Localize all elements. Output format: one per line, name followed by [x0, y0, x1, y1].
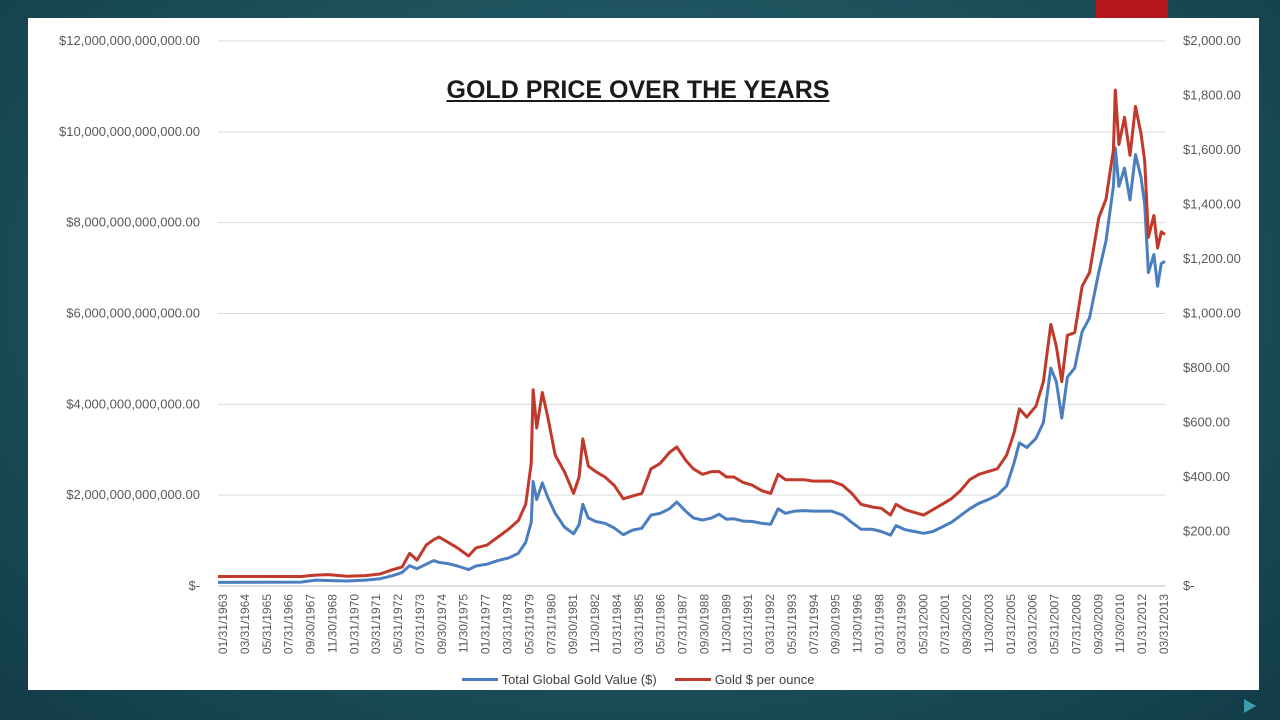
x-axis-tick-label: 07/31/1987 [676, 594, 690, 654]
slide-accent-bar [1096, 0, 1168, 18]
chart-panel: $- $2,000,000,000,000.00 $4,000,000,000,00… [28, 18, 1259, 690]
x-axis-tick-label: 03/31/1971 [369, 594, 383, 654]
left-axis-tick-label: $12,000,000,000,000.00 [59, 33, 200, 48]
x-axis-tick-label: 01/31/1963 [216, 594, 230, 654]
x-axis-tick-label: 09/30/1981 [566, 594, 580, 654]
right-axis-tick-label: $1,400.00 [1183, 197, 1241, 212]
right-axis-tick-label: $- [1183, 578, 1195, 593]
x-axis-tick-label: 01/31/1998 [873, 594, 887, 654]
series-line-total-value [217, 146, 1166, 584]
x-axis-tick-label: 07/31/2001 [938, 594, 952, 654]
x-axis-tick-label: 01/31/2012 [1135, 594, 1149, 654]
left-axis-tick-label: $- [188, 578, 200, 593]
legend-item-total-value: Total Global Gold Value ($) [461, 672, 657, 687]
chart-canvas: $- $2,000,000,000,000.00 $4,000,000,000,00… [59, 33, 1241, 654]
x-axis-tick-label: 01/31/1991 [741, 594, 755, 654]
x-axis-tick-label: 03/31/1985 [632, 594, 646, 654]
x-axis-tick-label: 05/31/2007 [1048, 594, 1062, 654]
series-line-price [218, 88, 1166, 578]
x-axis-tick-label: 05/31/1979 [522, 594, 536, 654]
x-axis-tick-label: 05/31/1993 [785, 594, 799, 654]
x-axis-tick-label: 03/31/1964 [238, 594, 252, 654]
x-axis-tick-label: 11/30/2003 [982, 594, 996, 653]
x-axis-tick-label: 03/31/1999 [894, 594, 908, 654]
x-axis-tick-label: 09/30/1995 [829, 594, 843, 654]
left-axis-tick-label: $6,000,000,000,000.00 [66, 306, 200, 321]
x-axis-tick-label: 09/30/1974 [435, 594, 449, 654]
x-axis-tick-label: 01/31/1970 [347, 594, 361, 654]
x-axis-tick-label: 11/30/1975 [457, 594, 471, 653]
right-axis-tick-label: $1,800.00 [1183, 88, 1241, 103]
left-axis-tick-label: $4,000,000,000,000.00 [66, 396, 200, 411]
x-axis-tick-label: 03/31/2013 [1157, 594, 1171, 654]
x-axis-tick-label: 09/30/2002 [960, 594, 974, 654]
x-axis-tick-label: 05/31/2000 [916, 594, 930, 654]
x-axis-tick-label: 11/30/2010 [1113, 594, 1127, 653]
x-axis-tick-label: 07/31/1980 [544, 594, 558, 654]
legend-item-price: Gold $ per ounce [674, 672, 815, 687]
legend-swatch-blue [461, 678, 498, 681]
x-axis-tick-label: 05/31/1986 [654, 594, 668, 654]
left-axis-tick-label: $8,000,000,000,000.00 [66, 215, 200, 230]
x-axis-tick-label: 09/30/1988 [697, 594, 711, 654]
right-axis-tick-label: $400.00 [1183, 469, 1230, 484]
x-axis-tick-label: 01/31/1984 [610, 594, 624, 654]
x-axis-tick-label: 05/31/1965 [260, 594, 274, 654]
x-axis-tick-label: 07/31/2008 [1069, 594, 1083, 654]
legend-label-total-value: Total Global Gold Value ($) [501, 672, 657, 687]
x-axis-tick-label: 05/31/1972 [391, 594, 405, 654]
x-axis-tick-label: 09/30/2009 [1091, 594, 1105, 654]
chart-title: GOLD PRICE OVER THE YEARS [446, 76, 830, 104]
x-axis-tick-label: 07/31/1973 [413, 594, 427, 654]
x-axis-tick-label: 01/31/1977 [479, 594, 493, 654]
legend-label-price: Gold $ per ounce [714, 672, 815, 687]
right-axis-tick-label: $600.00 [1183, 415, 1230, 430]
right-axis-tick-label: $800.00 [1183, 360, 1230, 375]
x-axis-tick-label: 11/30/1996 [851, 594, 865, 653]
x-axis-tick-label: 07/31/1994 [807, 594, 821, 654]
x-axis-tick-label: 01/31/2005 [1004, 594, 1018, 654]
left-axis-tick-label: $2,000,000,000,000.00 [66, 487, 200, 502]
slide-arrow-icon [1244, 699, 1256, 713]
chart-legend: Total Global Gold Value ($) Gold $ per o… [28, 672, 1248, 687]
right-axis-tick-label: $1,000.00 [1183, 306, 1241, 321]
x-axis-tick-label: 09/30/1967 [304, 594, 318, 654]
x-axis-tick-label: 03/31/1978 [500, 594, 514, 654]
right-axis-tick-label: $1,200.00 [1183, 251, 1241, 266]
right-axis-tick-label: $1,600.00 [1183, 142, 1241, 157]
right-axis-tick-label: $2,000.00 [1183, 33, 1241, 48]
x-axis-tick-label: 11/30/1989 [719, 594, 733, 653]
right-axis-tick-label: $200.00 [1183, 524, 1230, 539]
x-axis-tick-label: 11/30/1982 [588, 594, 602, 653]
x-axis-tick-label: 07/31/1966 [282, 594, 296, 654]
x-axis-tick-label: 03/31/1992 [763, 594, 777, 654]
x-axis-tick-label: 03/31/2006 [1026, 594, 1040, 654]
x-axis-tick-label: 11/30/1968 [325, 594, 339, 653]
legend-swatch-red [674, 678, 711, 681]
left-axis-tick-label: $10,000,000,000,000.00 [59, 124, 200, 139]
